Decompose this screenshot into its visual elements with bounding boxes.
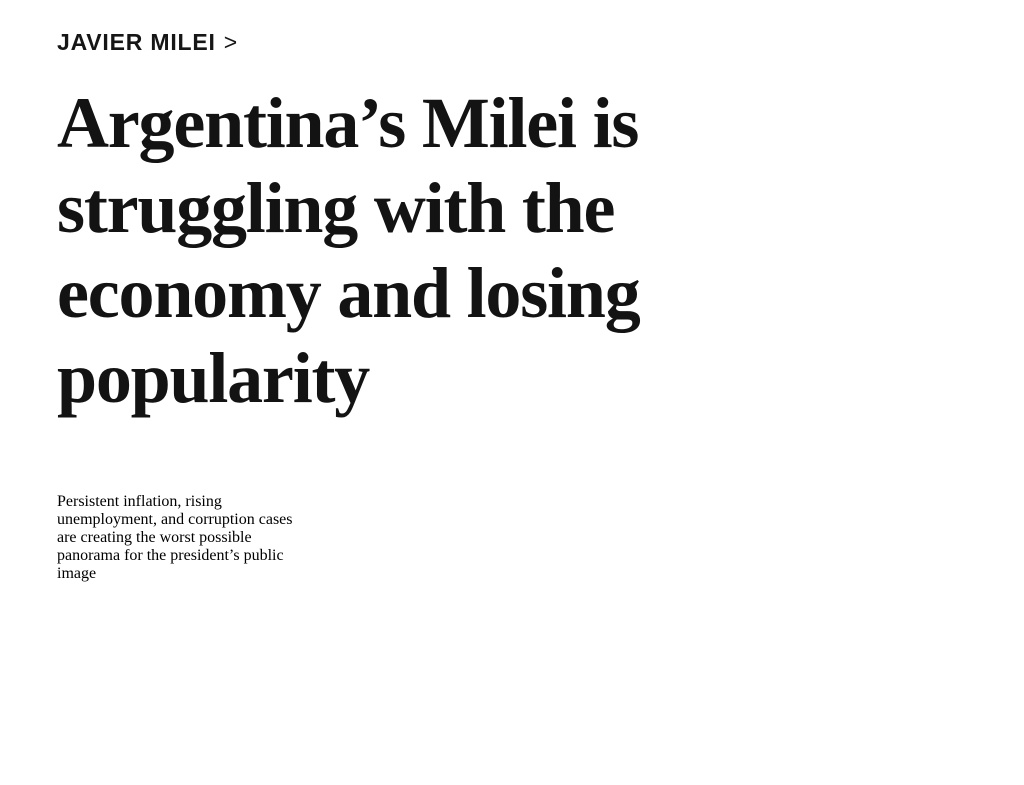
- headline-line: economy and losing: [57, 253, 641, 333]
- article-headline: Argentina’s Milei is struggling with the…: [57, 81, 984, 421]
- chevron-right-icon: >: [223, 29, 238, 55]
- standfirst-line: unemployment, and corruption cases: [57, 511, 293, 528]
- standfirst-line: are creating the worst possible: [57, 529, 252, 546]
- kicker-label: JAVIER MILEI: [57, 29, 216, 55]
- headline-line: popularity: [57, 338, 370, 418]
- standfirst-line: image: [57, 565, 97, 582]
- standfirst-line: panorama for the president’s public: [57, 547, 284, 564]
- kicker-link[interactable]: JAVIER MILEI >: [57, 30, 237, 54]
- headline-line: Argentina’s Milei is: [57, 83, 639, 163]
- headline-line: struggling with the: [57, 168, 615, 248]
- standfirst-line: Persistent inflation, rising: [57, 493, 222, 510]
